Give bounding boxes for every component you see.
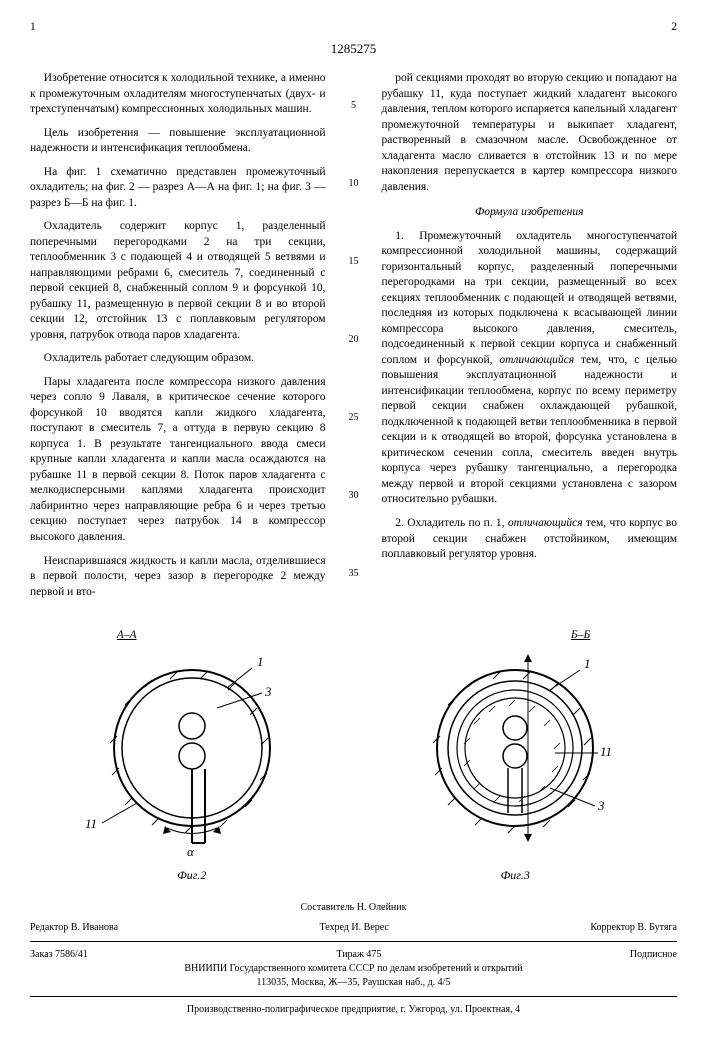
line-number: 10 bbox=[346, 177, 362, 191]
figure-caption: Фиг.2 bbox=[77, 867, 307, 883]
document-number: 1285275 bbox=[30, 40, 677, 58]
footer-editor: Редактор В. Иванова bbox=[30, 921, 118, 935]
section-label: А–А bbox=[77, 628, 307, 644]
line-number: 5 bbox=[346, 99, 362, 113]
page-right: 2 bbox=[671, 20, 677, 36]
footer-subscription: Подписное bbox=[630, 948, 677, 962]
footer-tirazh: Тираж 475 bbox=[336, 948, 381, 962]
formula-title: Формула изобретения bbox=[382, 205, 678, 221]
label-11: 11 bbox=[600, 744, 612, 759]
figure-caption: Фиг.3 bbox=[400, 867, 630, 883]
footer-corrector: Корректор В. Бутяга bbox=[590, 921, 677, 935]
line-number-gutter: 5 10 15 20 25 30 35 bbox=[346, 71, 362, 608]
paragraph: На фиг. 1 схематично представлен промежу… bbox=[30, 165, 326, 212]
figure-2-svg: 1 3 11 α bbox=[77, 648, 307, 858]
line-number: 30 bbox=[346, 489, 362, 503]
line-number: 35 bbox=[346, 567, 362, 581]
footer-order: Заказ 7586/41 bbox=[30, 948, 88, 962]
label-3: 3 bbox=[597, 798, 605, 813]
footer-order-row: Заказ 7586/41 Тираж 475 Подписное bbox=[30, 948, 677, 962]
footer-compiler: Составитель Н. Олейник bbox=[30, 901, 677, 915]
paragraph: Пары хладагента после компрессора низког… bbox=[30, 375, 326, 546]
figure-2: А–А bbox=[77, 628, 307, 883]
paragraph: Неиспарившаяся жидкость и капли масла, о… bbox=[30, 554, 326, 601]
figures-row: А–А bbox=[30, 628, 677, 883]
label-1: 1 bbox=[584, 656, 591, 671]
text-columns: Изобретение относится к холодильной техн… bbox=[30, 71, 677, 608]
left-column: Изобретение относится к холодильной техн… bbox=[30, 71, 326, 608]
label-11: 11 bbox=[85, 816, 97, 831]
page-number-row: 1 2 bbox=[30, 20, 677, 36]
line-number: 15 bbox=[346, 255, 362, 269]
footer-tech: Техред И. Верес bbox=[320, 921, 389, 935]
section-label: Б–Б bbox=[400, 628, 630, 644]
footer-org: ВНИИПИ Государственного комитета СССР по… bbox=[30, 962, 677, 976]
label-alpha: α bbox=[187, 844, 195, 858]
line-number: 25 bbox=[346, 411, 362, 425]
paragraph: Цель изобретения — повышение эксплуатаци… bbox=[30, 126, 326, 157]
footer-credits-row: Редактор В. Иванова Техред И. Верес Корр… bbox=[30, 921, 677, 935]
paragraph: рой секциями проходят во вторую секцию и… bbox=[382, 71, 678, 195]
claim: 2. Охладитель по п. 1, отличающийся тем,… bbox=[382, 516, 678, 563]
paragraph: Охладитель работает следующим образом. bbox=[30, 351, 326, 367]
claim: 1. Промежуточный охладитель многоступенч… bbox=[382, 229, 678, 508]
footer-addr1: 113035, Москва, Ж—35, Раушская наб., д. … bbox=[30, 976, 677, 990]
line-number: 20 bbox=[346, 333, 362, 347]
footer-addr2: Производственно-полиграфическое предприя… bbox=[30, 1003, 677, 1017]
page-left: 1 bbox=[30, 20, 36, 36]
figure-3-svg: 1 11 3 bbox=[400, 648, 630, 858]
label-1: 1 bbox=[257, 654, 264, 669]
paragraph: Изобретение относится к холодильной техн… bbox=[30, 71, 326, 118]
right-column: рой секциями проходят во вторую секцию и… bbox=[382, 71, 678, 608]
label-3: 3 bbox=[264, 684, 272, 699]
paragraph: Охладитель содержит корпус 1, разделенны… bbox=[30, 219, 326, 343]
figure-3: Б–Б bbox=[400, 628, 630, 883]
